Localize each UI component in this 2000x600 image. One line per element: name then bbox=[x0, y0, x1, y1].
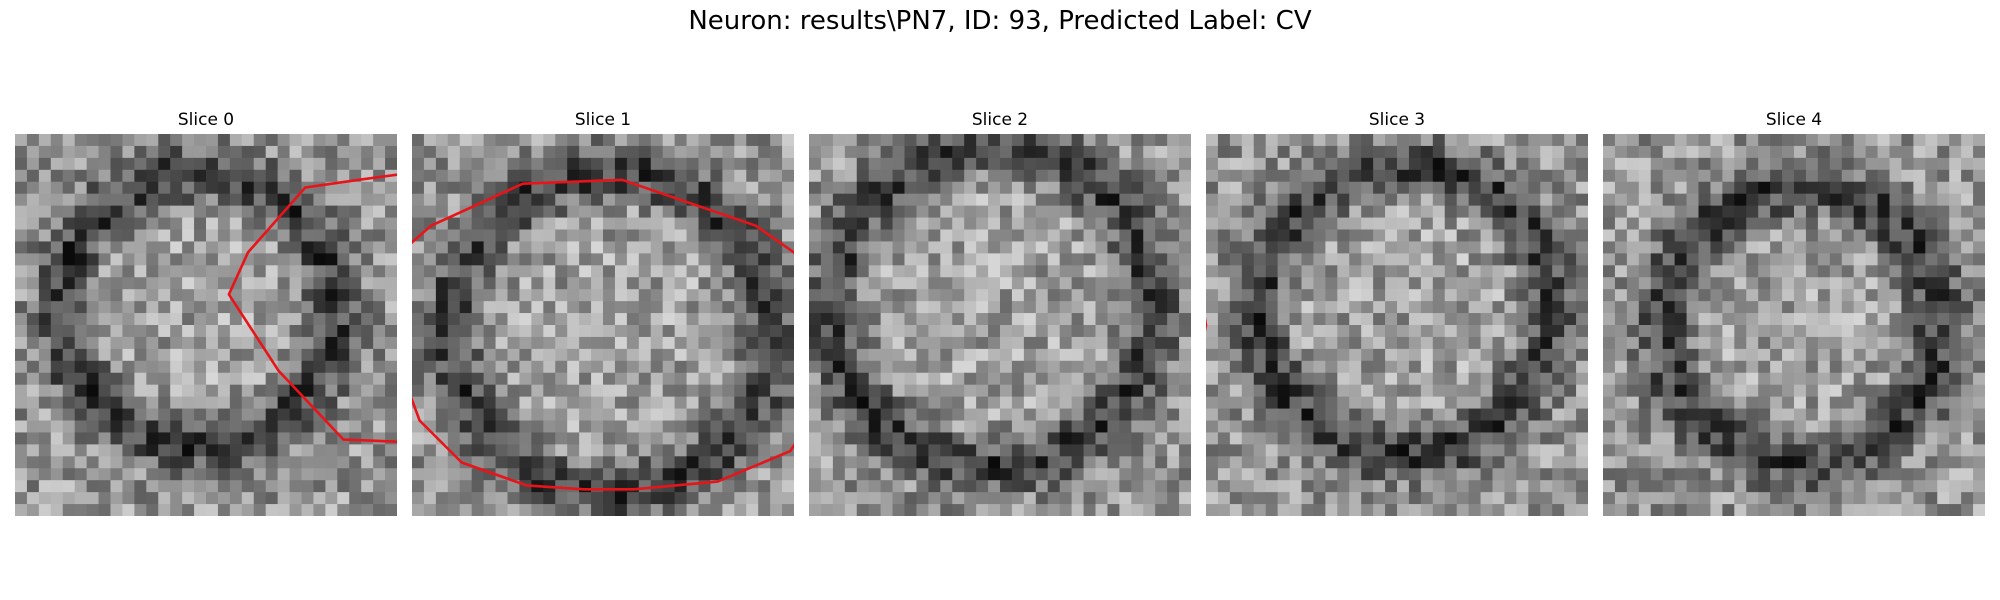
pixel-grid bbox=[1206, 134, 1588, 516]
slice-image bbox=[1206, 134, 1588, 516]
slice-panel-4: Slice 4 bbox=[1603, 106, 1985, 516]
slice-panel-1: Slice 1 bbox=[412, 106, 794, 516]
pixel-grid bbox=[809, 134, 1191, 516]
slice-title: Slice 4 bbox=[1765, 110, 1823, 130]
slice-panel-0: Slice 0 bbox=[15, 106, 397, 516]
slice-image bbox=[809, 134, 1191, 516]
slice-title: Slice 2 bbox=[971, 110, 1029, 130]
cell-contour bbox=[227, 173, 397, 443]
pixel-grid bbox=[15, 134, 397, 516]
slice-image bbox=[15, 134, 397, 516]
figure-title: Neuron: results\PN7, ID: 93, Predicted L… bbox=[688, 6, 1312, 36]
slice-panel-3: Slice 3 bbox=[1206, 106, 1588, 516]
slice-title: Slice 1 bbox=[574, 110, 632, 130]
slice-title: Slice 0 bbox=[177, 110, 235, 130]
pixel-grid bbox=[412, 134, 794, 516]
slice-title: Slice 3 bbox=[1368, 110, 1426, 130]
slice-image bbox=[1603, 134, 1985, 516]
slice-image bbox=[412, 134, 794, 516]
slice-panel-2: Slice 2 bbox=[809, 106, 1191, 516]
pixel-grid bbox=[1603, 134, 1985, 516]
cell-contour bbox=[412, 178, 794, 491]
